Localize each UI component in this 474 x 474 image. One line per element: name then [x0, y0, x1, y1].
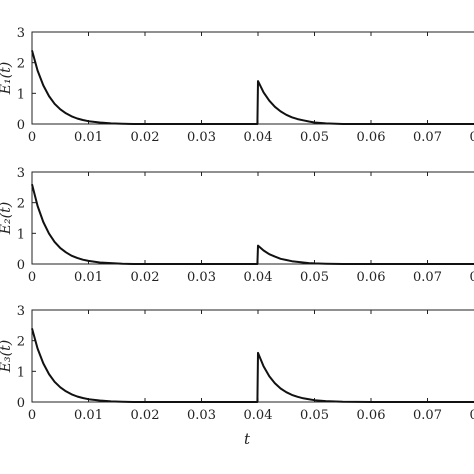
x-tick-label: 0.06	[357, 408, 386, 423]
subplot-1: 0 0.01 0.02 0.03 0.04 0.05 0.06 0.07 0.08 0 1 2 3 E₁(…	[0, 26, 474, 145]
y-tick-label: 0	[17, 118, 25, 133]
plot-frame	[31, 171, 474, 265]
x-tick-label: 0.07	[413, 130, 442, 145]
x-tick-label: 0.03	[187, 408, 216, 423]
y-axis-label: E₁(t)	[0, 62, 14, 95]
x-tick-label: 0.02	[131, 408, 160, 423]
x-tick-label: 0.03	[187, 130, 216, 145]
x-tick-label: 0.05	[300, 270, 329, 285]
x-tick-label: 0.05	[300, 130, 329, 145]
y-tick-label: 3	[17, 166, 25, 181]
y-tick-label: 1	[17, 365, 25, 380]
y-tick-label: 3	[17, 26, 25, 41]
plot-frame	[31, 31, 474, 125]
x-tick-label: 0.03	[187, 270, 216, 285]
x-tick-label: 0.05	[300, 408, 329, 423]
x-tick-label: 0.01	[74, 408, 103, 423]
plot-frame	[31, 309, 474, 403]
series-line	[31, 50, 474, 125]
x-tick-label: 0.01	[74, 130, 103, 145]
x-tick-label: 0.04	[244, 408, 273, 423]
subplot-3: 0 0.01 0.02 0.03 0.04 0.05 0.06 0.07 0.08 0 1 2 3 E₃(…	[0, 304, 474, 448]
x-tick-label: 0	[28, 270, 36, 285]
x-tick-label: 0.08	[470, 408, 474, 423]
y-axis-label: E₃(t)	[0, 340, 14, 373]
y-tick-label: 1	[17, 227, 25, 242]
series-line	[31, 328, 474, 403]
x-tick-label: 0.02	[131, 130, 160, 145]
subplot-2: 0 0.01 0.02 0.03 0.04 0.05 0.06 0.07 0.08 0 1 2 3 E₂(…	[0, 166, 474, 285]
y-tick-label: 2	[17, 197, 25, 212]
y-axis-label: E₂(t)	[0, 202, 14, 235]
x-tick-label: 0.06	[357, 270, 386, 285]
x-tick-label: 0.04	[244, 130, 273, 145]
x-tick-label: 0.04	[244, 270, 273, 285]
y-tick-label: 2	[17, 335, 25, 350]
x-tick-label: 0	[28, 408, 36, 423]
x-tick-label: 0.02	[131, 270, 160, 285]
x-tick-label: 0	[28, 130, 36, 145]
x-tick-label: 0.06	[357, 130, 386, 145]
y-tick-label: 3	[17, 304, 25, 319]
x-axis-label: t	[244, 430, 251, 448]
x-tick-label: 0.08	[470, 270, 474, 285]
series-line	[31, 184, 474, 265]
x-tick-label: 0.01	[74, 270, 103, 285]
y-tick-label: 0	[17, 258, 25, 273]
y-tick-label: 1	[17, 87, 25, 102]
y-tick-label: 0	[17, 396, 25, 411]
x-tick-label: 0.07	[413, 270, 442, 285]
x-tick-label: 0.08	[470, 130, 474, 145]
y-tick-label: 2	[17, 57, 25, 72]
x-tick-label: 0.07	[413, 408, 442, 423]
